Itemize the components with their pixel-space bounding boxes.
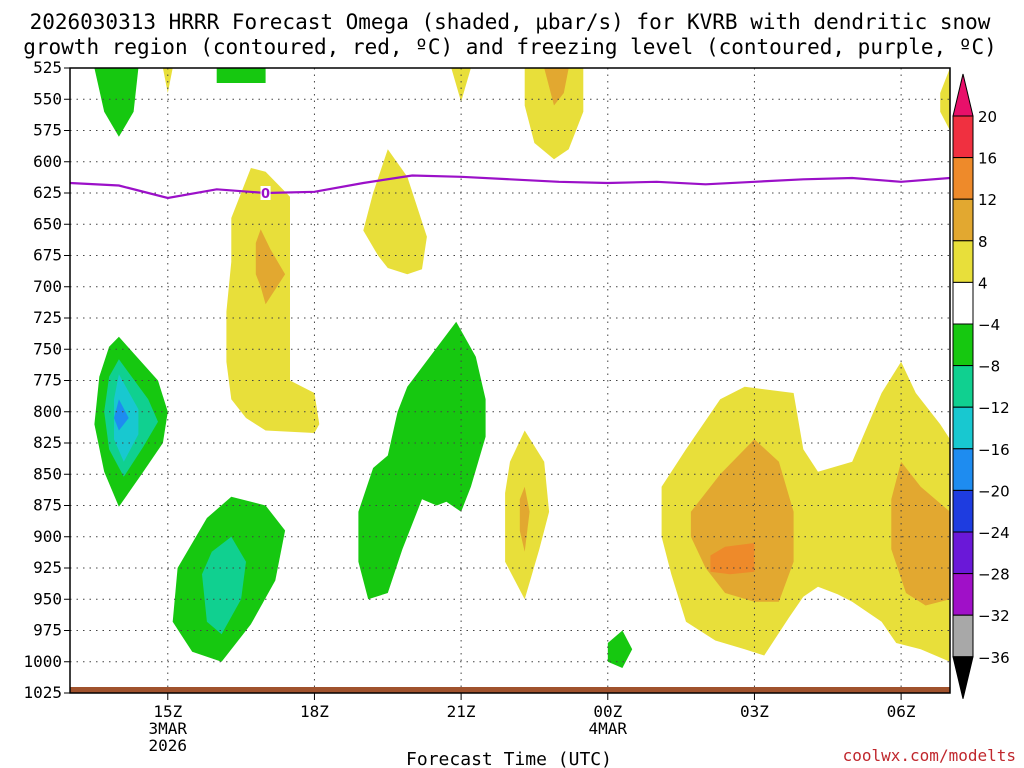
y-tick-label-825: 825 bbox=[33, 433, 62, 452]
colorbar-label-1: 16 bbox=[978, 150, 997, 168]
colorbar-bin-4to8 bbox=[952, 240, 974, 283]
omega-shading bbox=[94, 68, 950, 668]
colorbar-bin-16to20 bbox=[952, 115, 974, 159]
colorbar: 20 16 12 8 4 −4 −8 −12 −16 −20 −24 −28 −32 −36 bbox=[952, 73, 1010, 699]
y-tick-label-625: 625 bbox=[33, 183, 62, 202]
colorbar-bin--32to-28 bbox=[952, 573, 974, 616]
freezing-level-label: 0 bbox=[261, 187, 270, 202]
x-tick-label-15Z: 15Z bbox=[153, 702, 182, 721]
colorbar-bottom-arrow bbox=[952, 656, 974, 699]
y-tick-label-975: 975 bbox=[33, 621, 62, 640]
omega-region-top-left-ascent-2 bbox=[162, 68, 173, 93]
y-tick-label-700: 700 bbox=[33, 277, 62, 296]
y-tick-label-800: 800 bbox=[33, 402, 62, 421]
y-tick-label-550: 550 bbox=[33, 89, 62, 108]
colorbar-bin-8to12 bbox=[952, 198, 974, 242]
colorbar-label-0: 20 bbox=[978, 108, 997, 126]
y-axis-ticks: 525 550 575 600 625 650 675 700 725 750 775 800 825 8… bbox=[23, 58, 70, 702]
y-tick-label-725: 725 bbox=[33, 308, 62, 327]
colorbar-bin--36to-32 bbox=[952, 614, 974, 658]
x-tick-label-3MAR: 3MAR bbox=[149, 719, 188, 738]
omega-region-mid-ascent-7 bbox=[226, 168, 320, 433]
omega-region-top-right-ascent-6 bbox=[940, 68, 950, 131]
colorbar-label-6: −8 bbox=[978, 358, 1000, 376]
colorbar-bin--4to4 bbox=[952, 281, 974, 325]
freezing-label-bg bbox=[260, 186, 271, 200]
omega-region-top-left-descent-0 bbox=[94, 68, 139, 137]
chart-title-line-1: 2026030313 HRRR Forecast Omega (shaded, … bbox=[30, 10, 991, 34]
colorbar-top-arrow bbox=[952, 73, 974, 117]
colorbar-bin--28to-24 bbox=[952, 531, 974, 575]
colorbar-label-2: 12 bbox=[978, 191, 997, 209]
omega-region-lower-right-ascent-22 bbox=[710, 543, 755, 575]
x-tick-label-18Z: 18Z bbox=[300, 702, 329, 721]
colorbar-bin--20to-16 bbox=[952, 448, 974, 491]
ground-strip bbox=[70, 687, 950, 693]
y-tick-label-875: 875 bbox=[33, 496, 62, 515]
omega-region-top-mid-ascent-5 bbox=[544, 68, 569, 106]
colorbar-bin--24to-20 bbox=[952, 489, 974, 533]
omega-region-lower-right-ascent-23 bbox=[891, 461, 950, 606]
colorbar-label-12: −32 bbox=[978, 607, 1010, 625]
y-tick-label-675: 675 bbox=[33, 246, 62, 265]
x-tick-label-21Z: 21Z bbox=[447, 702, 476, 721]
omega-region-top-mid-ascent-3 bbox=[451, 68, 471, 102]
omega-region-lower-left-descent-13 bbox=[114, 399, 129, 431]
omega-region-top-left-descent-1 bbox=[216, 68, 266, 83]
credit-text: coolwx.com/modelts bbox=[843, 746, 1016, 765]
omega-region-lower-descent-16 bbox=[202, 536, 246, 635]
omega-region-lower-descent-19 bbox=[607, 630, 633, 668]
x-axis-label: Forecast Time (UTC) bbox=[406, 749, 612, 768]
colorbar-bin--12to-8 bbox=[952, 365, 974, 408]
colorbar-label-11: −28 bbox=[978, 566, 1010, 584]
colorbar-label-7: −12 bbox=[978, 399, 1010, 417]
y-tick-label-650: 650 bbox=[33, 214, 62, 233]
y-tick-label-600: 600 bbox=[33, 152, 62, 171]
colorbar-bin--8to-4 bbox=[952, 323, 974, 367]
colorbar-label-5: −4 bbox=[978, 316, 1000, 334]
colorbar-bin-12to16 bbox=[952, 157, 974, 200]
colorbar-label-4: 4 bbox=[978, 274, 988, 292]
x-tick-label-2026: 2026 bbox=[149, 736, 188, 755]
x-tick-label-06Z: 06Z bbox=[887, 702, 916, 721]
y-tick-label-525: 525 bbox=[33, 58, 62, 77]
x-tick-label-03Z: 03Z bbox=[740, 702, 769, 721]
y-tick-label-775: 775 bbox=[33, 371, 62, 390]
omega-region-mid-ascent-8 bbox=[255, 229, 286, 305]
colorbar-label-13: −36 bbox=[978, 649, 1010, 667]
colorbar-label-10: −24 bbox=[978, 524, 1010, 542]
y-tick-label-1000: 1000 bbox=[23, 652, 62, 671]
omega-region-mid-descent-14 bbox=[358, 321, 486, 600]
gridlines bbox=[70, 68, 950, 693]
y-tick-label-750: 750 bbox=[33, 339, 62, 358]
y-tick-label-925: 925 bbox=[33, 558, 62, 577]
y-tick-label-1025: 1025 bbox=[23, 683, 62, 702]
y-tick-label-850: 850 bbox=[33, 464, 62, 483]
colorbar-bin--16to-12 bbox=[952, 406, 974, 450]
freezing-level-contour bbox=[70, 174, 950, 200]
x-tick-label-4MAR: 4MAR bbox=[589, 719, 628, 738]
colorbar-label-8: −16 bbox=[978, 441, 1010, 459]
y-tick-label-575: 575 bbox=[33, 121, 62, 140]
omega-region-lower-ascent-18 bbox=[519, 486, 530, 552]
colorbar-label-3: 8 bbox=[978, 233, 988, 251]
y-tick-label-950: 950 bbox=[33, 589, 62, 608]
x-tick-label-00Z: 00Z bbox=[593, 702, 622, 721]
omega-region-top-mid-ascent-4 bbox=[524, 68, 584, 160]
y-tick-label-900: 900 bbox=[33, 527, 62, 546]
chart-title-line-2: growth region (contoured, red, ºC) and f… bbox=[23, 35, 997, 59]
plot-area bbox=[70, 68, 950, 693]
colorbar-label-9: −20 bbox=[978, 482, 1010, 500]
